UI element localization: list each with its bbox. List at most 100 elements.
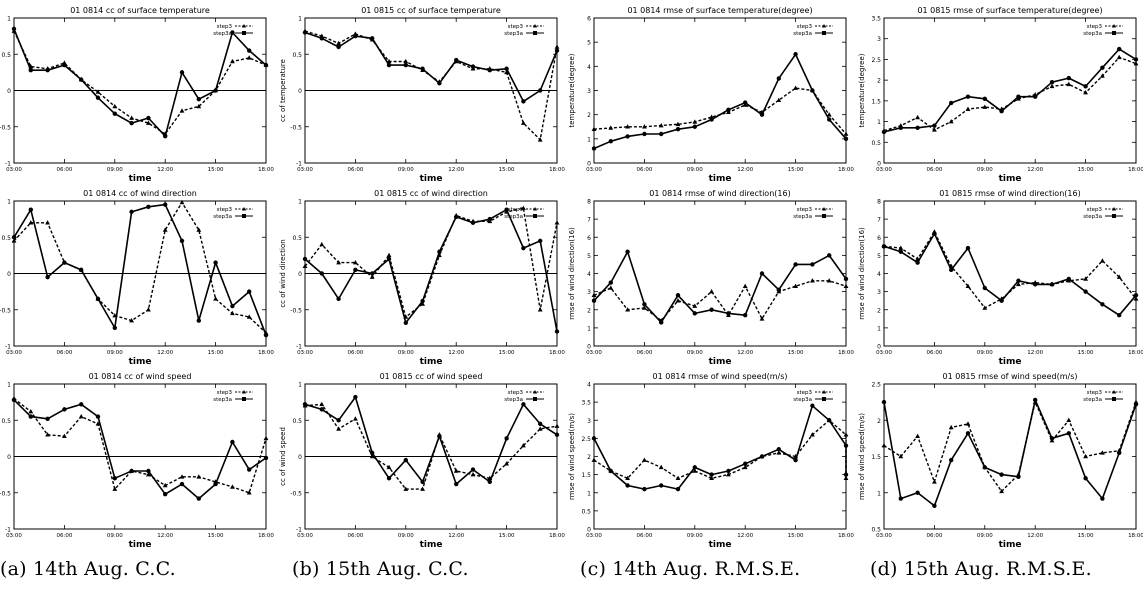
data-point-step3 [625, 249, 630, 254]
x-tick-label: 12:00 [1027, 350, 1043, 356]
data-point-step3 [608, 280, 613, 285]
x-tick-label: 15:00 [788, 533, 804, 539]
x-tick-label: 12:00 [157, 350, 173, 356]
y-tick-label: -1 [296, 344, 302, 351]
x-tick-label: 12:00 [737, 533, 753, 539]
y-tick-label: 0.5 [292, 52, 302, 59]
data-point-step3 [999, 472, 1004, 477]
data-point-step3 [1133, 402, 1139, 407]
data-point-step3 [692, 124, 697, 129]
series-line-step3a [883, 56, 1137, 132]
data-point-step3a [793, 283, 798, 288]
x-tick-label: 15:00 [208, 167, 224, 173]
data-point-step3 [965, 245, 971, 251]
data-point-step3 [45, 68, 50, 73]
x-tick-label: 06:00 [347, 167, 363, 173]
data-point-step3 [554, 329, 560, 334]
x-tick-label: 15:00 [1078, 533, 1094, 539]
data-point-step3 [319, 407, 324, 412]
data-point-step3 [470, 467, 476, 472]
y-tick-label: 0.5 [871, 527, 881, 534]
data-point-step3 [625, 134, 630, 139]
legend-marker [242, 214, 246, 218]
series-line-step3a [13, 201, 267, 334]
data-point-step3a [62, 433, 67, 438]
data-point-step3a [982, 305, 988, 310]
legend-label: step3a [793, 214, 812, 220]
series-line-step3 [883, 48, 1137, 133]
data-point-step3a [554, 44, 560, 49]
y-tick-label: 0 [298, 271, 302, 278]
data-point-step3a [453, 468, 459, 473]
x-tick-label: 12:00 [1027, 533, 1043, 539]
y-axis-label: cc of temperature [279, 59, 287, 122]
series-line-step3 [304, 31, 558, 103]
data-point-step3a [591, 126, 597, 131]
y-tick-label: -1 [5, 344, 11, 351]
x-tick-label: 03:00 [586, 167, 602, 173]
data-point-step3 [129, 468, 134, 474]
y-tick-label: 1.5 [581, 472, 591, 479]
data-point-step3 [437, 249, 442, 254]
series-line-step3 [304, 396, 558, 485]
data-point-step3 [163, 202, 168, 207]
x-axis-label: time [129, 174, 152, 184]
data-point-step3a [1100, 73, 1105, 78]
y-tick-label: 2.5 [871, 57, 881, 64]
data-point-step3a [692, 119, 698, 124]
legend-marker [533, 214, 537, 218]
data-point-step3 [79, 77, 84, 82]
data-point-step3a [319, 241, 325, 247]
data-point-step3 [1049, 80, 1055, 85]
data-point-step3 [949, 267, 954, 273]
data-point-step3 [675, 293, 681, 298]
data-point-step3 [642, 486, 647, 492]
data-point-step3 [470, 64, 476, 69]
data-point-step3a [948, 118, 954, 124]
y-tick-label: -1 [296, 527, 302, 534]
x-tick-label: 03:00 [876, 167, 892, 173]
data-point-step3 [999, 109, 1004, 114]
data-point-step3 [11, 235, 17, 240]
x-axis-label: time [999, 540, 1022, 550]
data-point-step3a [403, 486, 409, 491]
y-axis-label: rmse of wind direction(16) [858, 227, 866, 320]
data-point-step3 [336, 296, 341, 302]
x-tick-label: 03:00 [876, 350, 892, 356]
y-tick-label: 2 [587, 112, 591, 119]
data-point-step3 [353, 33, 358, 39]
data-point-step3a [504, 461, 509, 466]
data-point-step3a [709, 475, 714, 481]
data-point-step3a [1100, 258, 1105, 263]
data-point-step3 [454, 481, 459, 487]
data-point-step3a [230, 484, 235, 489]
data-point-step3a [1083, 453, 1088, 459]
series-line-step3a [304, 207, 558, 318]
data-point-step3 [487, 479, 492, 485]
data-point-step3a [591, 457, 597, 462]
data-point-step3a [692, 303, 698, 308]
data-point-step3 [843, 276, 849, 282]
legend-marker [242, 397, 246, 401]
data-point-step3 [521, 245, 526, 251]
data-point-step3a [28, 220, 34, 225]
data-point-step3 [112, 325, 118, 331]
y-axis-label: temperature(degree) [858, 53, 866, 127]
x-tick-label: 18:00 [549, 350, 565, 356]
chart-title: 01 0815 cc of surface temperature [361, 6, 501, 15]
data-point-step3 [726, 311, 731, 316]
panel-4: 01 0815 rmse of surface temperature(degr… [858, 6, 1143, 184]
data-point-step3a [692, 468, 698, 473]
data-point-step3a [1083, 276, 1088, 281]
x-tick-label: 18:00 [838, 533, 854, 539]
data-point-step3 [504, 66, 509, 71]
x-tick-label: 09:00 [977, 350, 993, 356]
data-point-step3 [932, 123, 937, 128]
data-point-step3 [370, 450, 375, 456]
y-tick-label: 1 [298, 16, 302, 23]
y-tick-label: 2.5 [581, 436, 591, 443]
y-tick-label: 1 [877, 325, 881, 332]
data-point-step3 [247, 48, 252, 53]
data-point-step3a [675, 475, 681, 481]
